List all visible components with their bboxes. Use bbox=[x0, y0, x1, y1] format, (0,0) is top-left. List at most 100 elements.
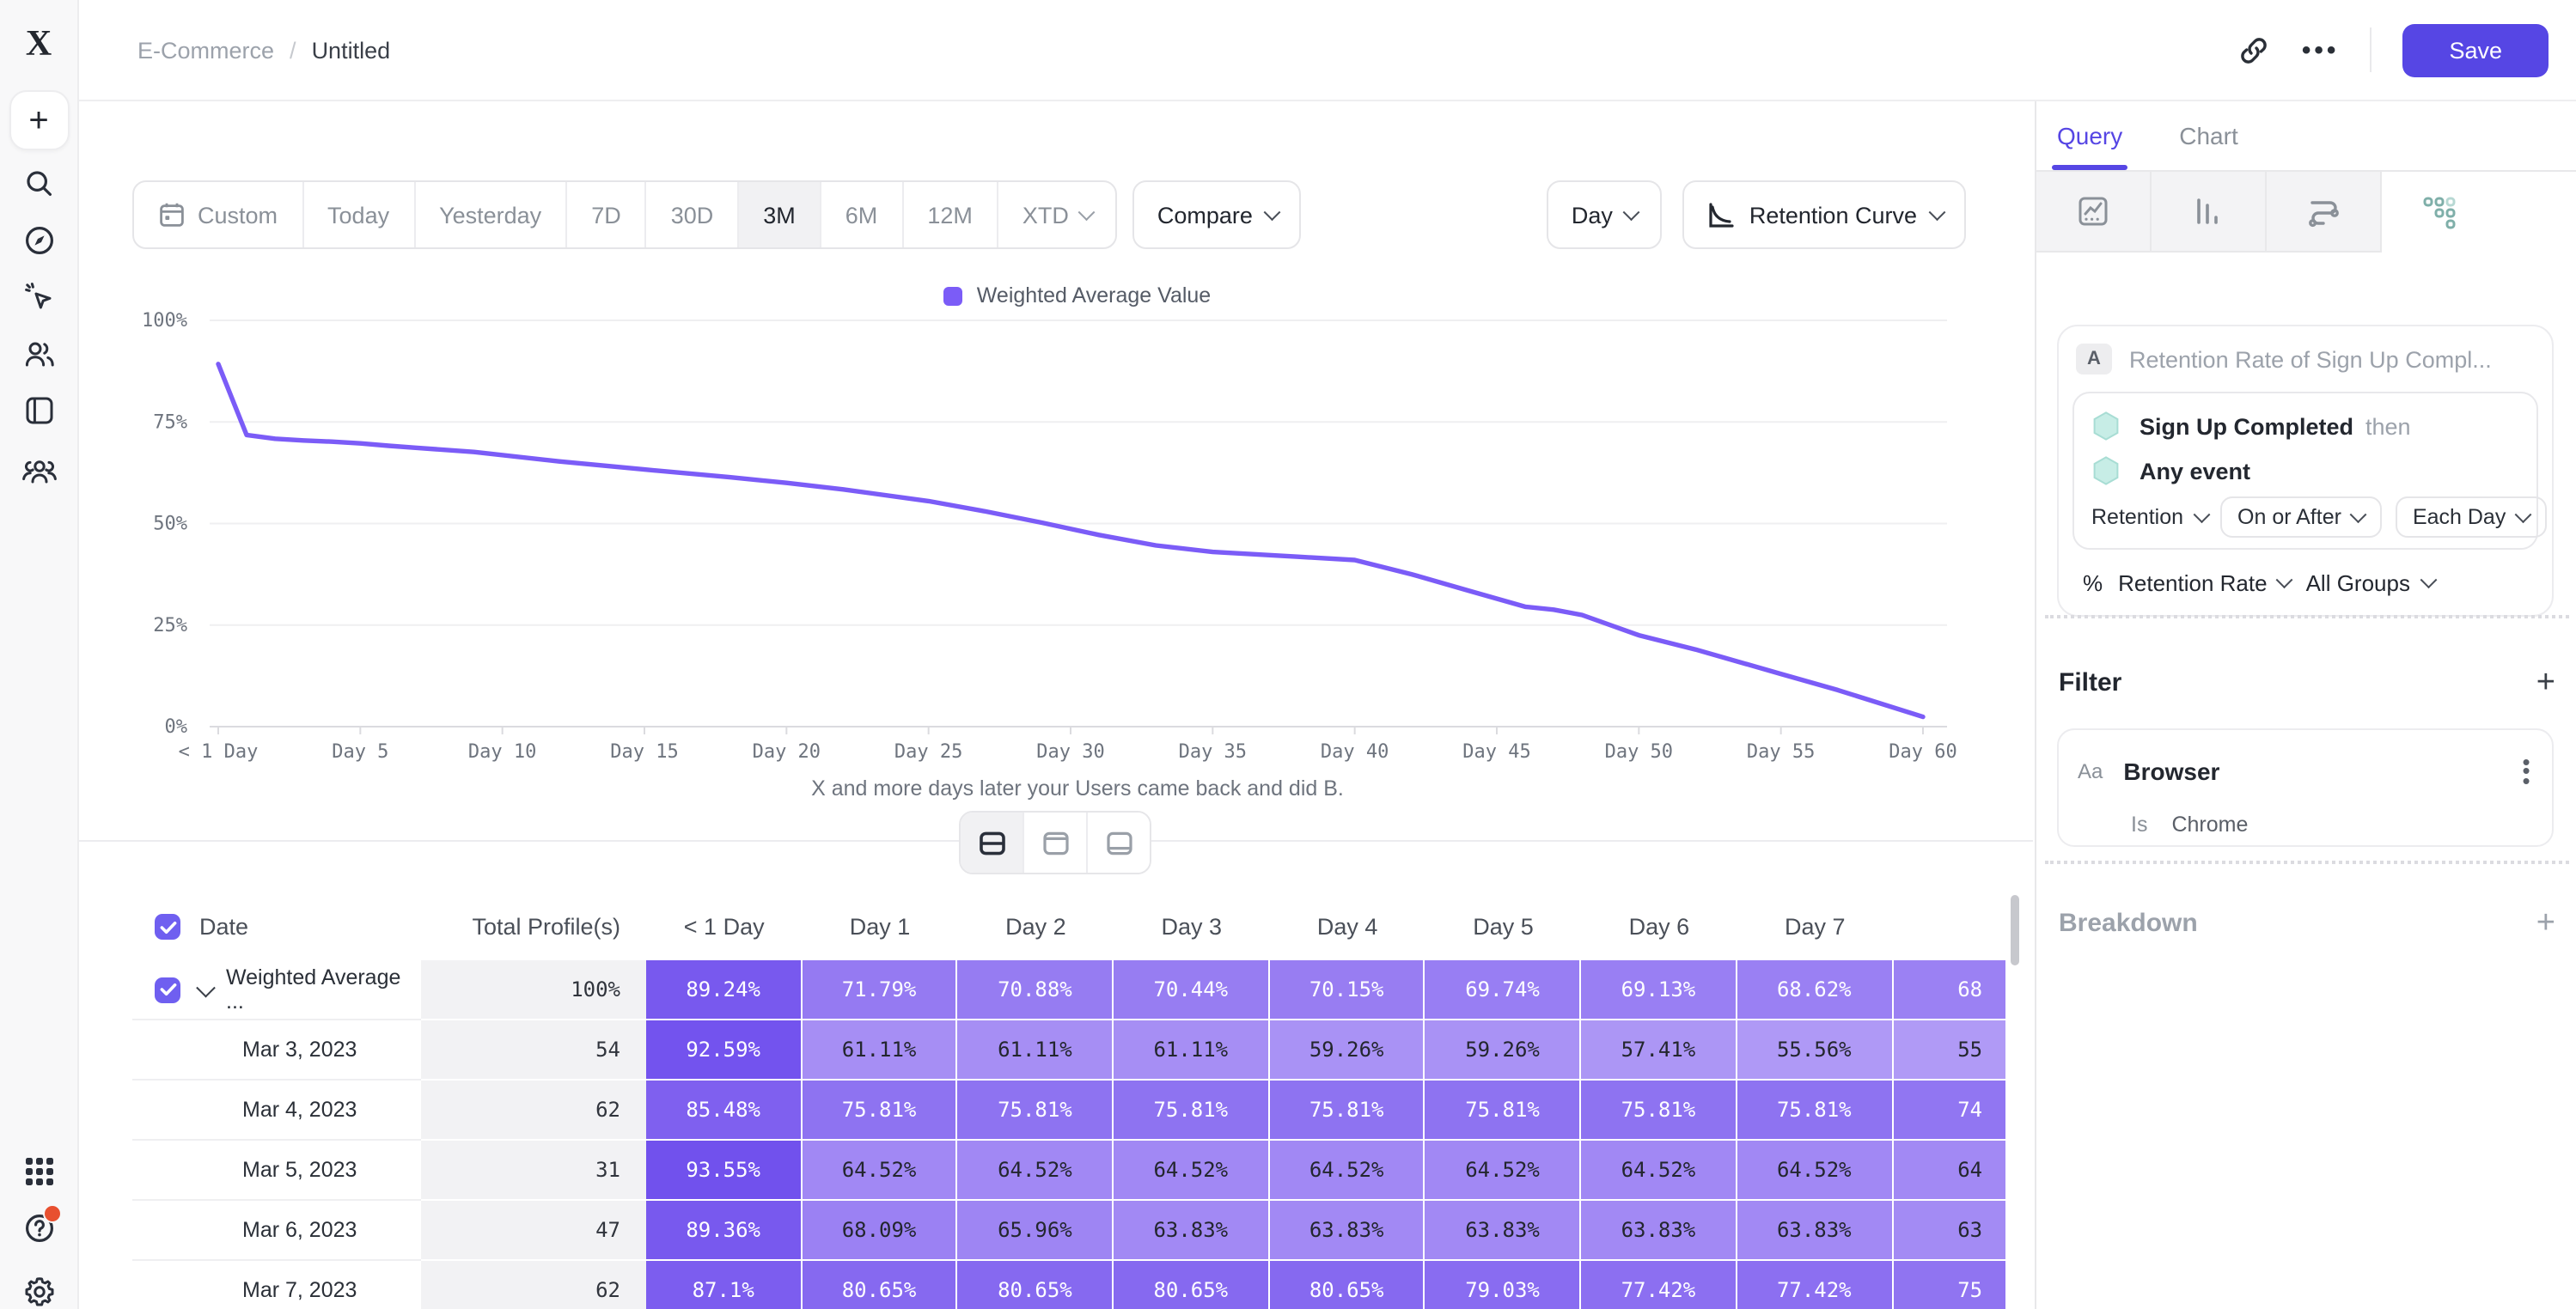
retention-value-cell[interactable]: 70.15% bbox=[1269, 960, 1425, 1020]
retention-value-cell[interactable]: 89.36% bbox=[646, 1201, 803, 1261]
retention-value-cell[interactable]: 75.81% bbox=[802, 1081, 958, 1141]
filter-value[interactable]: Chrome bbox=[2171, 813, 2249, 837]
window-dropdown[interactable]: On or After bbox=[2220, 496, 2382, 538]
checkbox-checked[interactable] bbox=[155, 977, 180, 1002]
range-custom[interactable]: Custom bbox=[134, 182, 304, 247]
create-new-button[interactable]: + bbox=[9, 90, 69, 150]
retention-value-cell[interactable]: 75.81% bbox=[1114, 1081, 1270, 1141]
retention-value-cell[interactable]: 57.41% bbox=[1581, 1020, 1737, 1081]
retention-value-cell[interactable]: 68.09% bbox=[802, 1201, 958, 1261]
retention-value-cell[interactable]: 70.44% bbox=[1114, 960, 1270, 1020]
save-button[interactable]: Save bbox=[2402, 23, 2549, 76]
settings-gear-icon[interactable] bbox=[21, 1275, 56, 1309]
tab-chart[interactable]: Chart bbox=[2179, 121, 2238, 149]
column-header-day[interactable]: Day 5 bbox=[1473, 914, 1534, 940]
retention-value-cell[interactable]: 87.1% bbox=[646, 1261, 803, 1309]
range-xtd[interactable]: XTD bbox=[998, 182, 1116, 247]
layout-split-view-button[interactable] bbox=[961, 813, 1024, 873]
retention-value-cell[interactable]: 64.52% bbox=[1425, 1141, 1582, 1201]
retention-value-cell[interactable]: 65.96% bbox=[957, 1201, 1114, 1261]
column-header-day[interactable]: Day 1 bbox=[849, 914, 911, 940]
retention-value-cell[interactable]: 64.52% bbox=[1269, 1141, 1425, 1201]
column-header-day[interactable]: Day 2 bbox=[1005, 914, 1066, 940]
retention-value-cell[interactable]: 63 bbox=[1893, 1201, 2005, 1261]
chart-legend[interactable]: Weighted Average Value bbox=[77, 283, 2033, 307]
retention-value-cell[interactable]: 55 bbox=[1893, 1020, 2005, 1081]
granularity-dropdown[interactable]: Day bbox=[1547, 180, 1662, 249]
tile-retention[interactable] bbox=[2382, 172, 2495, 253]
share-link-icon[interactable] bbox=[2238, 33, 2271, 66]
retention-value-cell[interactable]: 64.52% bbox=[1737, 1141, 1893, 1201]
retention-value-cell[interactable]: 59.26% bbox=[1269, 1020, 1425, 1081]
checkbox-checked[interactable] bbox=[155, 914, 180, 940]
retention-value-cell[interactable]: 69.74% bbox=[1425, 960, 1582, 1020]
retention-value-cell[interactable]: 80.65% bbox=[1269, 1261, 1425, 1309]
tab-query[interactable]: Query bbox=[2051, 100, 2128, 170]
retention-value-cell[interactable]: 64.52% bbox=[1581, 1141, 1737, 1201]
retention-value-cell[interactable]: 63.83% bbox=[1425, 1201, 1582, 1261]
range-today[interactable]: Today bbox=[303, 182, 416, 247]
retention-value-cell[interactable]: 61.11% bbox=[1114, 1020, 1270, 1081]
expand-chevron-icon[interactable] bbox=[196, 977, 216, 996]
retention-value-cell[interactable]: 75.81% bbox=[1425, 1081, 1582, 1141]
retention-value-cell[interactable]: 61.11% bbox=[802, 1020, 958, 1081]
query-name-row[interactable]: A Retention Rate of Sign Up Compl... bbox=[2072, 340, 2538, 378]
retention-value-cell[interactable]: 64 bbox=[1893, 1141, 2005, 1201]
retention-value-cell[interactable]: 75.81% bbox=[1737, 1081, 1893, 1141]
retention-value-cell[interactable]: 63.83% bbox=[1581, 1201, 1737, 1261]
apps-grid-icon[interactable] bbox=[23, 1156, 54, 1187]
row-label-cell[interactable]: Weighted Average ... bbox=[179, 960, 421, 1020]
column-header-day[interactable]: Day 3 bbox=[1161, 914, 1223, 940]
retention-value-cell[interactable]: 77.42% bbox=[1737, 1261, 1893, 1309]
retention-value-cell[interactable]: 59.26% bbox=[1425, 1020, 1582, 1081]
retention-value-cell[interactable]: 63.83% bbox=[1114, 1201, 1270, 1261]
retention-value-cell[interactable]: 77.42% bbox=[1581, 1261, 1737, 1309]
cursor-click-icon[interactable] bbox=[21, 279, 57, 315]
retention-value-cell[interactable]: 69.13% bbox=[1581, 960, 1737, 1020]
interval-dropdown[interactable]: Each Day bbox=[2395, 496, 2547, 538]
retention-value-cell[interactable]: 63.83% bbox=[1269, 1201, 1425, 1261]
filter-kebab-icon[interactable]: • • • bbox=[2522, 748, 2530, 794]
retention-value-cell[interactable]: 64.52% bbox=[957, 1141, 1114, 1201]
breadcrumb-workspace[interactable]: E-Commerce bbox=[137, 37, 275, 63]
retention-value-cell[interactable]: 85.48% bbox=[646, 1081, 803, 1141]
column-header-day[interactable]: Day 7 bbox=[1785, 914, 1846, 940]
retention-value-cell[interactable]: 92.59% bbox=[646, 1020, 803, 1081]
range-7d[interactable]: 7D bbox=[567, 182, 647, 247]
group-dropdown[interactable]: All Groups bbox=[2306, 569, 2436, 595]
compass-icon[interactable] bbox=[21, 223, 56, 258]
retention-value-cell[interactable]: 64.52% bbox=[1114, 1141, 1270, 1201]
help-icon[interactable] bbox=[21, 1204, 61, 1245]
retention-value-cell[interactable]: 89.24% bbox=[646, 960, 803, 1020]
cohorts-icon[interactable] bbox=[20, 454, 58, 488]
retention-value-cell[interactable]: 75.81% bbox=[1581, 1081, 1737, 1141]
column-header-date[interactable]: Date bbox=[199, 914, 249, 940]
filter-card[interactable]: Aa Browser • • • Is Chrome bbox=[2057, 728, 2554, 847]
retention-value-cell[interactable]: 68 bbox=[1893, 960, 2005, 1020]
column-header-day[interactable]: Day 6 bbox=[1628, 914, 1690, 940]
row-date-cell[interactable]: Mar 4, 2023 bbox=[179, 1081, 421, 1141]
retention-value-cell[interactable]: 55.56% bbox=[1737, 1020, 1893, 1081]
row-date-cell[interactable]: Mar 5, 2023 bbox=[179, 1141, 421, 1201]
retention-value-cell[interactable]: 64.52% bbox=[802, 1141, 958, 1201]
event-row-first[interactable]: Sign Up Completed then bbox=[2085, 404, 2526, 448]
retention-value-cell[interactable]: 93.55% bbox=[646, 1141, 803, 1201]
metric-dropdown[interactable]: Retention Rate bbox=[2118, 569, 2293, 595]
retention-value-cell[interactable]: 68.62% bbox=[1737, 960, 1893, 1020]
row-date-cell[interactable]: Mar 3, 2023 bbox=[179, 1020, 421, 1081]
layout-chart-only-view-button[interactable] bbox=[1024, 813, 1088, 873]
retention-value-cell[interactable]: 63.83% bbox=[1737, 1201, 1893, 1261]
retention-value-cell[interactable]: 80.65% bbox=[957, 1261, 1114, 1309]
event-row-return[interactable]: Any event bbox=[2085, 448, 2526, 493]
retention-value-cell[interactable]: 75.81% bbox=[1269, 1081, 1425, 1141]
column-header-total[interactable]: Total Profile(s) bbox=[472, 914, 620, 940]
filter-operator[interactable]: Is bbox=[2131, 813, 2148, 837]
range-30d[interactable]: 30D bbox=[647, 182, 740, 247]
line-chart-plot[interactable]: 100% 75% 50% 25% 0% < 1 Day Day 5 Day 10 Day 15 D… bbox=[77, 280, 2033, 770]
column-header-day[interactable]: Day 4 bbox=[1316, 914, 1378, 940]
table-scrollbar[interactable] bbox=[2011, 895, 2019, 965]
column-header-day[interactable] bbox=[1893, 893, 2005, 960]
retention-value-cell[interactable]: 80.65% bbox=[1114, 1261, 1270, 1309]
range-yesterday[interactable]: Yesterday bbox=[415, 182, 568, 247]
row-date-cell[interactable]: Mar 7, 2023 bbox=[179, 1261, 421, 1309]
